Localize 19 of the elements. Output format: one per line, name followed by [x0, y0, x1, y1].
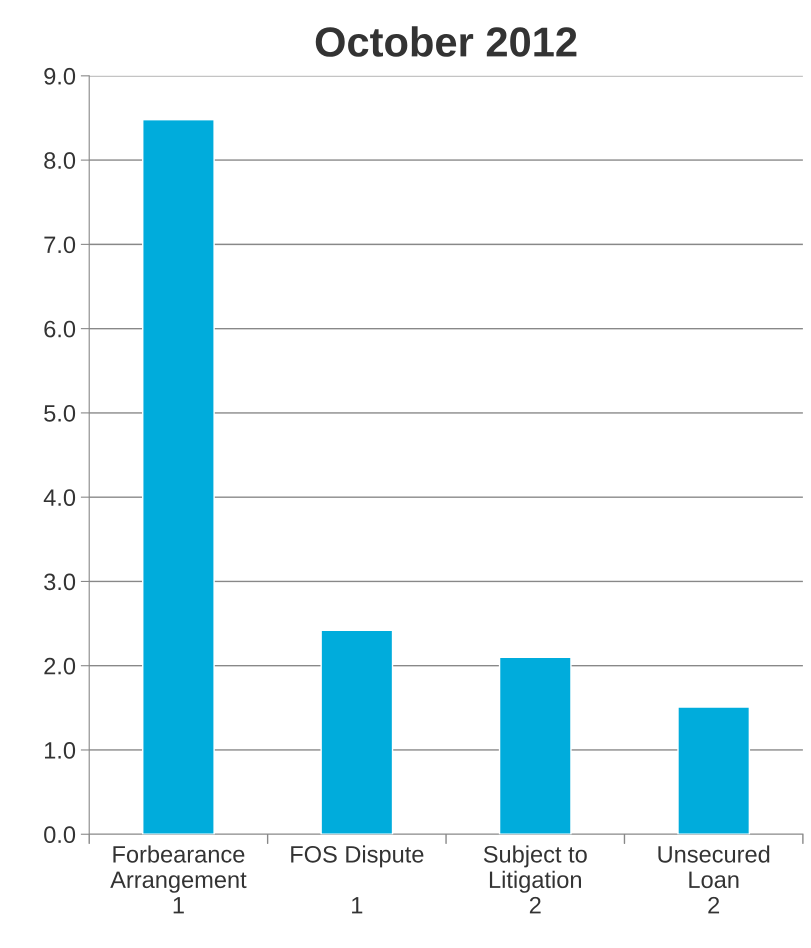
chart-title: October 2012 — [316, 26, 576, 57]
x-tick-label: Unsecured Loan 2 — [658, 845, 770, 914]
y-tick-label: 5.0 — [44, 404, 76, 422]
y-tick-label: 3.0 — [44, 574, 76, 590]
y-tick-label: 0.0 — [44, 826, 76, 844]
y-tick-label: 7.0 — [44, 236, 76, 254]
y-tick-label: 2.0 — [44, 658, 76, 674]
x-tick-label: Forbearance Arrangement 1 — [110, 845, 246, 914]
bar — [142, 118, 215, 834]
bar — [677, 706, 750, 834]
x-tick-label: Subject to Litigation 2 — [484, 845, 587, 914]
category-label: FOS Dispute 1 — [291, 845, 424, 914]
y-tick-label: 9.0 — [44, 68, 76, 85]
y-tick-label: 4.0 — [44, 489, 76, 506]
y-tick-label: 1.0 — [44, 742, 76, 759]
y-tick-label: 6.0 — [44, 320, 76, 338]
bar — [320, 630, 394, 834]
y-tick-label: 8.0 — [44, 152, 76, 169]
bar — [498, 656, 572, 834]
